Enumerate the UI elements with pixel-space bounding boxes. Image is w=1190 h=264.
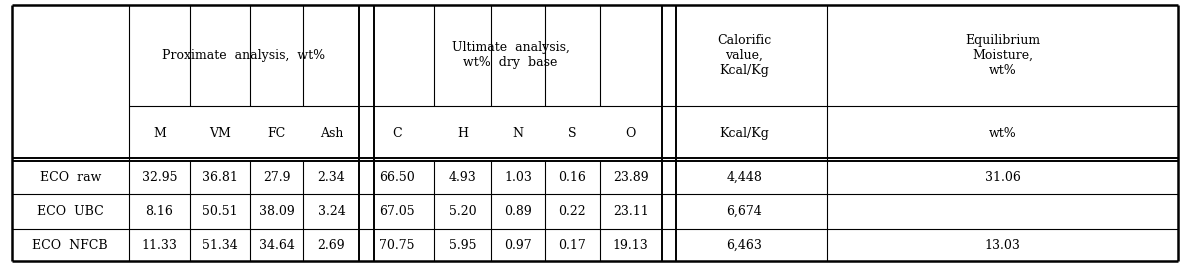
Text: 67.05: 67.05	[380, 205, 414, 218]
Text: 0.22: 0.22	[558, 205, 587, 218]
Text: 34.64: 34.64	[258, 239, 295, 252]
Text: 5.95: 5.95	[449, 239, 477, 252]
Text: 3.24: 3.24	[318, 205, 345, 218]
Text: 38.09: 38.09	[258, 205, 295, 218]
Text: 19.13: 19.13	[613, 239, 649, 252]
Text: 0.89: 0.89	[505, 205, 532, 218]
Text: Calorific
value,
Kcal/Kg: Calorific value, Kcal/Kg	[718, 34, 771, 77]
Text: ECO  UBC: ECO UBC	[37, 205, 104, 218]
Text: 5.20: 5.20	[449, 205, 477, 218]
Text: S: S	[568, 127, 577, 140]
Text: H: H	[457, 127, 469, 140]
Text: FC: FC	[268, 127, 286, 140]
Text: Equilibrium
Moisture,
wt%: Equilibrium Moisture, wt%	[965, 34, 1040, 77]
Text: Ash: Ash	[320, 127, 343, 140]
Text: 66.50: 66.50	[378, 171, 415, 184]
Text: 23.11: 23.11	[613, 205, 649, 218]
Text: 4,448: 4,448	[726, 171, 763, 184]
Text: 13.03: 13.03	[984, 239, 1021, 252]
Text: M: M	[154, 127, 165, 140]
Text: 51.34: 51.34	[202, 239, 238, 252]
Text: 4.93: 4.93	[449, 171, 477, 184]
Text: 50.51: 50.51	[202, 205, 238, 218]
Text: 2.34: 2.34	[318, 171, 345, 184]
Text: 6,463: 6,463	[726, 239, 763, 252]
Text: 27.9: 27.9	[263, 171, 290, 184]
Text: 6,674: 6,674	[726, 205, 763, 218]
Text: 0.17: 0.17	[558, 239, 587, 252]
Text: ECO  NFCB: ECO NFCB	[32, 239, 108, 252]
Text: wt%: wt%	[989, 127, 1016, 140]
Text: 2.69: 2.69	[318, 239, 345, 252]
Text: Ultimate  analysis,
wt%  dry  base: Ultimate analysis, wt% dry base	[451, 41, 570, 69]
Text: O: O	[626, 127, 635, 140]
Text: 0.16: 0.16	[558, 171, 587, 184]
Text: VM: VM	[209, 127, 231, 140]
Text: N: N	[513, 127, 524, 140]
Text: 36.81: 36.81	[202, 171, 238, 184]
Text: 1.03: 1.03	[505, 171, 532, 184]
Text: 23.89: 23.89	[613, 171, 649, 184]
Text: C: C	[392, 127, 402, 140]
Text: Proximate  analysis,  wt%: Proximate analysis, wt%	[162, 49, 326, 62]
Text: 8.16: 8.16	[145, 205, 174, 218]
Text: 32.95: 32.95	[142, 171, 177, 184]
Text: Kcal/Kg: Kcal/Kg	[720, 127, 769, 140]
Text: 11.33: 11.33	[142, 239, 177, 252]
Text: 70.75: 70.75	[380, 239, 414, 252]
Text: 31.06: 31.06	[984, 171, 1021, 184]
Text: ECO  raw: ECO raw	[39, 171, 101, 184]
Text: 0.97: 0.97	[505, 239, 532, 252]
